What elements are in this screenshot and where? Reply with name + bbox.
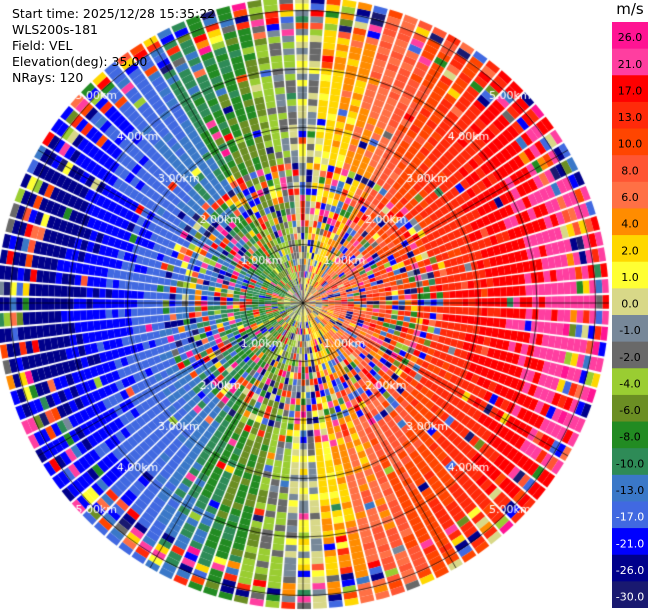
colorbar-tick-label: -21.0 bbox=[616, 537, 644, 550]
colorbar-swatch bbox=[612, 448, 648, 476]
device-label: WLS200s-181 bbox=[12, 22, 98, 37]
colorbar-tick-label: 0.0 bbox=[621, 298, 639, 311]
colorbar-tick-label: -13.0 bbox=[616, 484, 644, 497]
colorbar-swatch bbox=[612, 288, 648, 316]
colorbar-tick-label: -1.0 bbox=[619, 324, 640, 337]
colorbar-swatch bbox=[612, 101, 648, 130]
start-time-label: Start time: 2025/12/28 15:35:22 bbox=[12, 6, 216, 21]
field-label: Field: VEL bbox=[12, 38, 73, 53]
colorbar-swatch bbox=[612, 474, 648, 503]
colorbar-swatch bbox=[612, 421, 648, 449]
colorbar-swatch bbox=[612, 22, 648, 50]
colorbar-tick-label: 13.0 bbox=[618, 111, 643, 124]
colorbar-tick-label: 26.0 bbox=[618, 31, 643, 44]
colorbar-tick-label: 2.0 bbox=[621, 244, 639, 257]
colorbar-tick-label: 10.0 bbox=[618, 138, 643, 151]
colorbar-unit-label: m/s bbox=[616, 0, 644, 18]
colorbar-swatch bbox=[612, 554, 648, 582]
colorbar-tick-label: -4.0 bbox=[619, 377, 640, 390]
colorbar-swatch bbox=[612, 394, 648, 423]
colorbar-tick-label: -2.0 bbox=[619, 351, 640, 364]
colorbar-swatch bbox=[612, 235, 648, 263]
colorbar-swatch bbox=[612, 155, 648, 183]
elevation-label: Elevation(deg): 35.00 bbox=[12, 54, 148, 69]
colorbar-swatch bbox=[612, 315, 648, 343]
colorbar-swatch bbox=[612, 581, 648, 608]
colorbar-swatch bbox=[612, 181, 648, 210]
colorbar-swatch bbox=[612, 528, 648, 556]
colorbar-tick-label: -17.0 bbox=[616, 511, 644, 524]
colorbar-tick-label: 4.0 bbox=[621, 218, 639, 231]
colorbar-tick-label: -26.0 bbox=[616, 564, 644, 577]
colorbar-swatch bbox=[612, 501, 648, 529]
colorbar-tick-label: -8.0 bbox=[619, 431, 640, 444]
colorbar-tick-label: 17.0 bbox=[618, 84, 643, 97]
colorbar-tick-label: 8.0 bbox=[621, 164, 639, 177]
colorbar-tick-label: -10.0 bbox=[616, 457, 644, 470]
colorbar-swatch bbox=[612, 128, 648, 156]
colorbar-swatch bbox=[612, 341, 648, 369]
nrays-label: NRays: 120 bbox=[12, 70, 84, 85]
colorbar-swatch bbox=[612, 48, 648, 76]
velocity-colorbar: 26.0 21.0 17.0 13.0 10.0 8.0 6.0 4.0 2.0 1.0 0.0 -1… bbox=[612, 22, 648, 608]
colorbar-tick-label: -6.0 bbox=[619, 404, 640, 417]
colorbar-tick-label: 6.0 bbox=[621, 191, 639, 204]
colorbar-tick-label: -30.0 bbox=[616, 591, 644, 604]
colorbar-swatch bbox=[612, 368, 648, 396]
colorbar-tick-label: 21.0 bbox=[618, 58, 643, 71]
colorbar-swatch bbox=[612, 75, 648, 103]
colorbar-swatch bbox=[612, 261, 648, 289]
colorbar-tick-label: 1.0 bbox=[621, 271, 639, 284]
colorbar-swatch bbox=[612, 208, 648, 236]
